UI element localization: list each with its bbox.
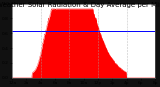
Text: Milwaukee Weather Solar Radiation & Day Average per Minute (Today): Milwaukee Weather Solar Radiation & Day … xyxy=(0,2,160,8)
